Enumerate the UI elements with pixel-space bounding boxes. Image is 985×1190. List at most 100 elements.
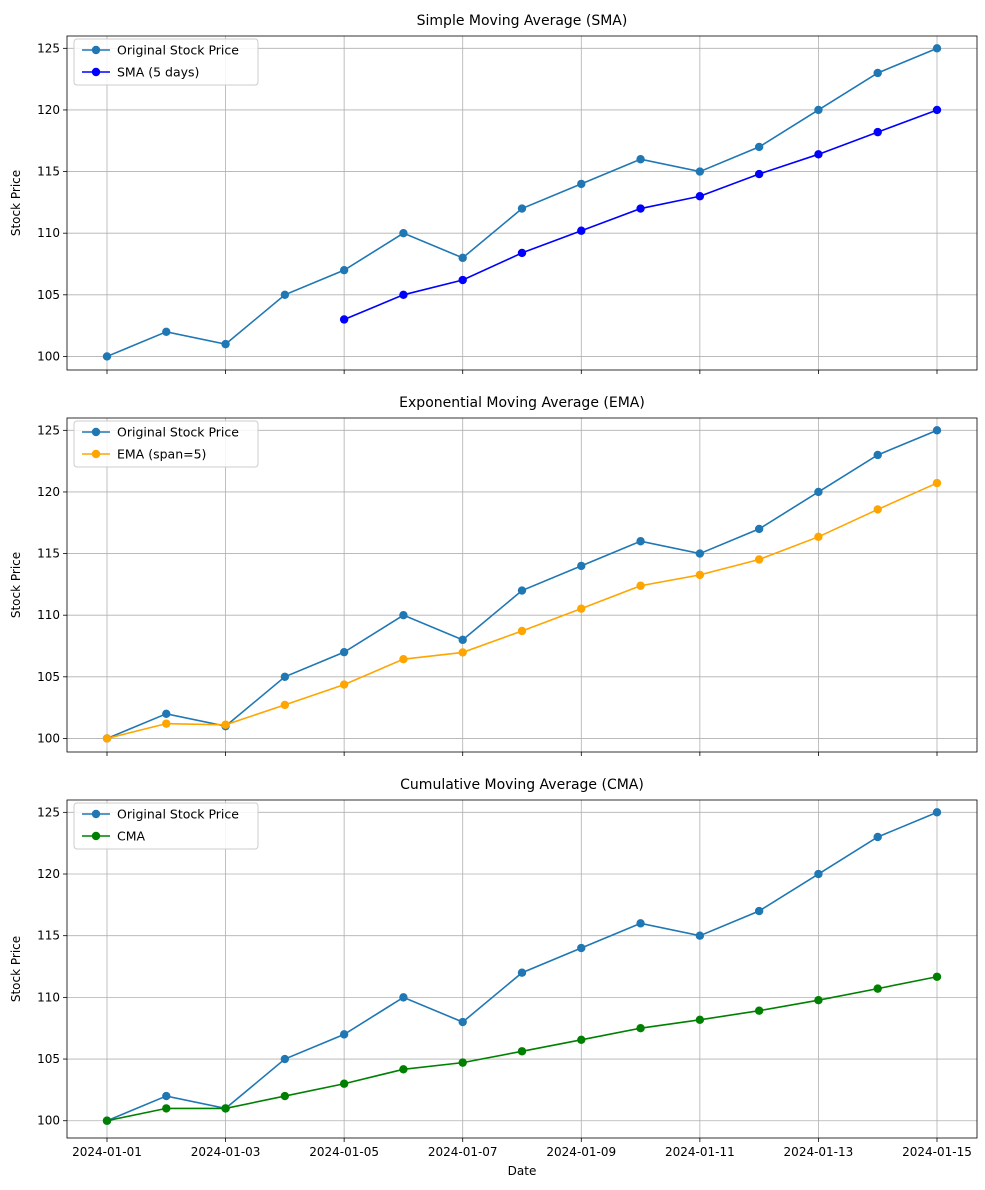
- series-line-1: [106, 47, 938, 358]
- data-point: [339, 647, 349, 657]
- x-tick-label: 2024-01-07: [428, 1145, 498, 1159]
- data-point: [577, 604, 586, 613]
- x-tick-label: 2024-01-01: [72, 1145, 142, 1159]
- data-point: [636, 1024, 645, 1033]
- data-point: [102, 734, 112, 743]
- data-point: [399, 610, 408, 620]
- axes-frame: [66, 417, 978, 753]
- data-point: [162, 719, 171, 728]
- data-point: [577, 1035, 586, 1045]
- y-tick-label: 105: [37, 1052, 60, 1066]
- y-tick-label: 110: [37, 226, 60, 240]
- x-tick-label: 2024-01-11: [665, 1145, 735, 1159]
- legend-marker: [91, 67, 101, 77]
- data-point: [221, 1104, 230, 1113]
- subplot-title: Simple Moving Average (SMA): [417, 13, 628, 29]
- y-tick-label: 120: [37, 103, 60, 117]
- data-point: [280, 1054, 290, 1064]
- data-point: [932, 426, 942, 435]
- x-axis-label: Date: [508, 1164, 537, 1178]
- data-point: [754, 142, 764, 152]
- data-point: [695, 167, 705, 176]
- y-tick-label: 115: [37, 929, 60, 943]
- y-tick-label: 105: [37, 670, 60, 684]
- legend-box: [73, 38, 259, 86]
- data-point: [399, 290, 408, 300]
- series-line-1: [106, 811, 938, 1122]
- data-point: [458, 648, 467, 657]
- data-point: [339, 1030, 349, 1039]
- data-point: [636, 204, 645, 213]
- x-tick-label: 2024-01-13: [784, 1145, 854, 1159]
- data-point: [162, 1104, 171, 1113]
- data-point: [162, 327, 171, 336]
- y-tick-label: 110: [37, 608, 60, 622]
- data-point: [339, 265, 349, 275]
- data-point: [458, 635, 467, 645]
- y-tick-label: 125: [37, 423, 60, 437]
- data-point: [280, 1091, 290, 1101]
- data-point: [873, 127, 882, 137]
- y-tick-label: 100: [37, 349, 60, 363]
- data-point: [102, 352, 112, 361]
- data-point: [636, 581, 645, 590]
- data-point: [873, 450, 882, 460]
- legend-box: [73, 802, 259, 850]
- y-axis-label: Stock Price: [9, 170, 23, 236]
- data-point: [873, 832, 882, 842]
- legend: Original Stock Price CMA: [73, 802, 259, 850]
- data-point: [517, 1047, 527, 1056]
- legend-marker: [91, 449, 101, 459]
- data-point: [162, 1091, 171, 1101]
- data-point: [221, 339, 230, 349]
- data-point: [399, 654, 408, 664]
- data-point: [636, 155, 645, 164]
- y-tick-label: 125: [37, 41, 60, 55]
- data-point: [814, 105, 823, 115]
- legend-label: Original Stock Price: [117, 807, 239, 822]
- subplot-1: 100 105 110 115 120 125 Simple Moving Average …: [9, 13, 978, 374]
- data-point: [873, 984, 882, 993]
- data-point: [339, 315, 349, 324]
- data-point: [932, 972, 942, 981]
- data-point: [399, 228, 408, 238]
- data-point: [814, 487, 823, 497]
- data-point: [399, 993, 408, 1002]
- data-point: [873, 68, 882, 78]
- data-point: [695, 1015, 705, 1025]
- data-point: [102, 1116, 112, 1125]
- y-tick-label: 115: [37, 165, 60, 179]
- subplot-3: 2024-01-01 2024-01-03 2024-01-05 2024-01-07…: [9, 777, 978, 1178]
- legend-marker: [91, 45, 101, 55]
- data-point: [754, 1006, 764, 1015]
- data-point: [280, 700, 290, 710]
- data-point: [458, 1058, 467, 1067]
- data-point: [814, 996, 823, 1005]
- data-point: [280, 290, 290, 300]
- data-point: [339, 680, 349, 689]
- data-point: [577, 179, 586, 189]
- data-point: [517, 204, 527, 213]
- data-point: [814, 869, 823, 879]
- data-point: [339, 1079, 349, 1088]
- data-point: [695, 192, 705, 201]
- y-tick-label: 120: [37, 867, 60, 881]
- subplot-title: Exponential Moving Average (EMA): [399, 395, 645, 411]
- data-point: [458, 253, 467, 263]
- x-tick-label: 2024-01-09: [546, 1145, 616, 1159]
- y-tick-label: 100: [37, 731, 60, 745]
- data-point: [814, 150, 823, 159]
- data-point: [577, 943, 586, 953]
- legend-label: EMA (span=5): [117, 447, 206, 462]
- x-tick-label: 2024-01-03: [191, 1145, 261, 1159]
- y-tick-label: 105: [37, 288, 60, 302]
- data-point: [517, 968, 527, 977]
- data-point: [517, 248, 527, 258]
- legend-box: [73, 420, 259, 468]
- data-point: [754, 169, 764, 179]
- legend-label: Original Stock Price: [117, 425, 239, 440]
- y-axis-label: Stock Price: [9, 552, 23, 618]
- legend-label: Original Stock Price: [117, 43, 239, 58]
- data-point: [932, 44, 942, 53]
- data-point: [636, 919, 645, 928]
